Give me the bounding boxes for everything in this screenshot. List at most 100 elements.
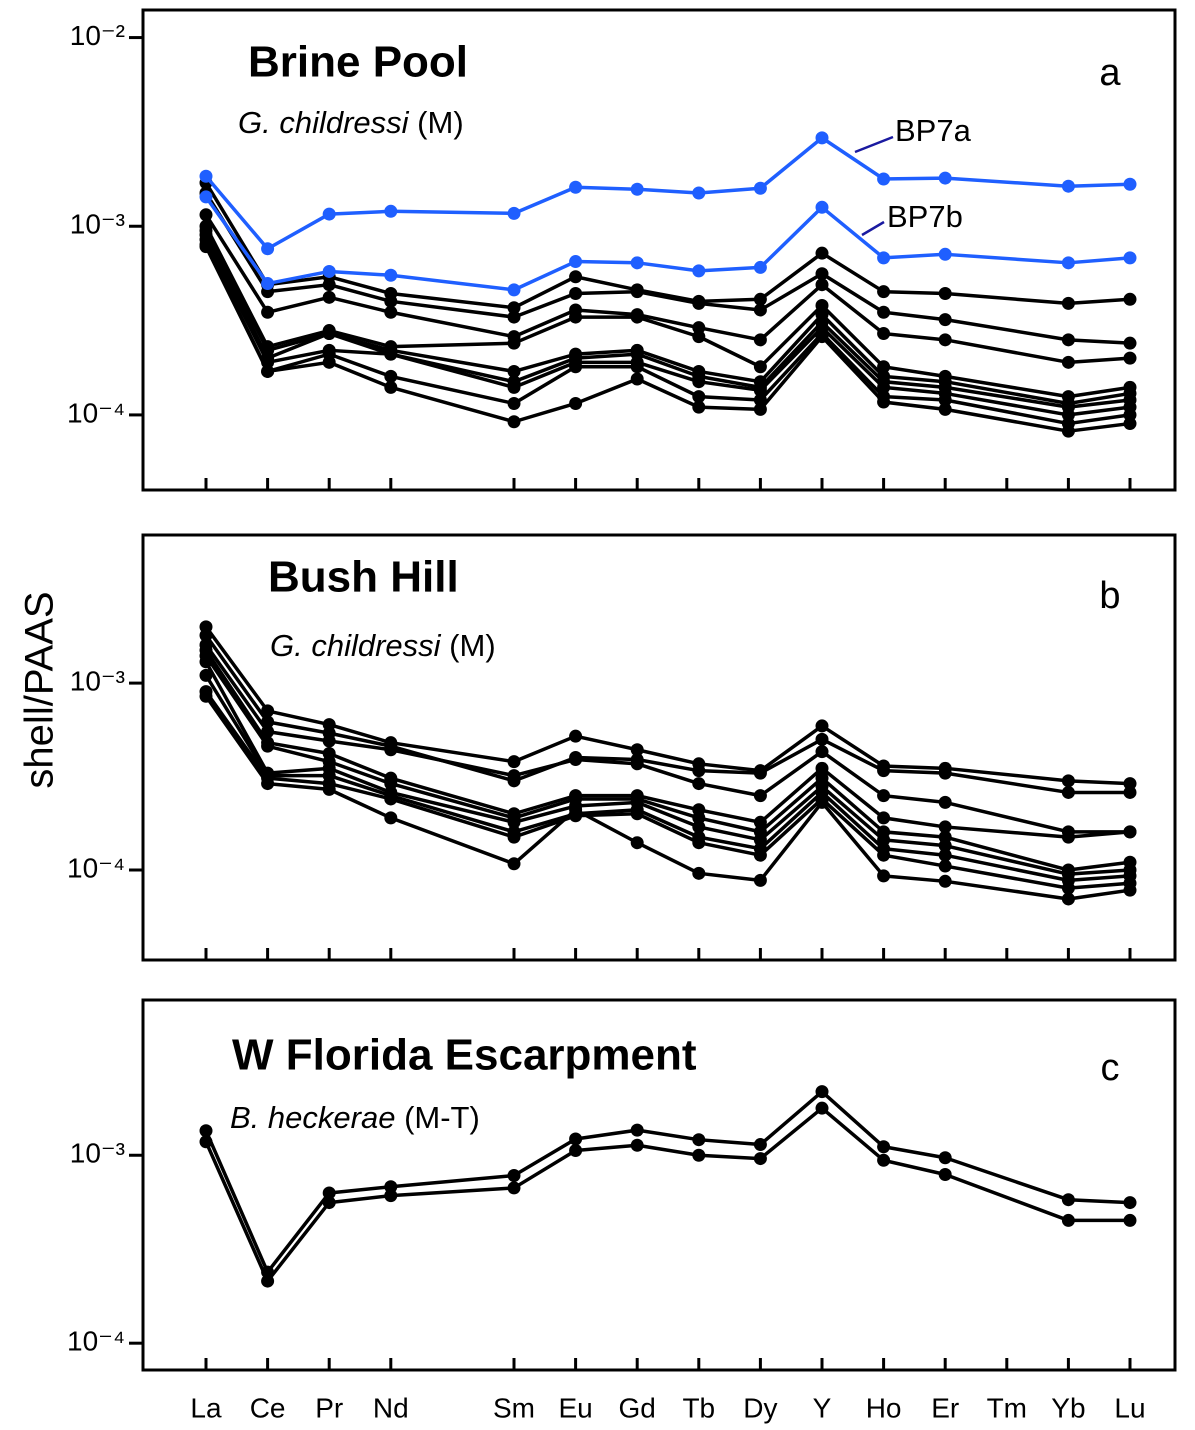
data-point: [938, 393, 952, 407]
data-point: [507, 415, 521, 429]
data-point: [507, 857, 521, 871]
data-point: [753, 1138, 767, 1152]
panel-subtitle: G. childressi (M): [270, 628, 496, 663]
data-point: [322, 1186, 336, 1200]
data-point: [877, 251, 891, 265]
species: B. heckerae: [230, 1100, 395, 1135]
data-point: [630, 1123, 644, 1137]
data-point: [815, 719, 829, 733]
x-tick-label: Lu: [1114, 1392, 1145, 1423]
data-point: [630, 310, 644, 324]
data-point: [1061, 424, 1075, 438]
data-point: [507, 396, 521, 410]
data-point: [261, 364, 275, 378]
data-point: [199, 655, 213, 669]
data-point: [1123, 825, 1137, 839]
data-point: [877, 285, 891, 299]
y-tick-label: 10⁻³: [70, 209, 125, 240]
panel-label: b: [1099, 575, 1120, 617]
data-point: [569, 729, 583, 743]
data-point: [630, 256, 644, 270]
data-point: [322, 355, 336, 369]
data-point: [692, 1133, 706, 1147]
data-point: [815, 299, 829, 313]
data-point: [815, 131, 829, 145]
data-point: [507, 206, 521, 220]
data-point: [384, 811, 398, 825]
data-point: [938, 1167, 952, 1181]
series-line: [204, 243, 1131, 426]
panel-subtitle: B. heckerae (M-T): [230, 1100, 480, 1135]
data-point: [877, 360, 891, 374]
data-point: [815, 330, 829, 344]
data-point: [1123, 292, 1137, 306]
data-point: [938, 874, 952, 888]
data-point: [199, 628, 213, 642]
series-line: [204, 625, 1131, 786]
y-tick-label: 10⁻³: [70, 1138, 125, 1169]
panel-subtitle: G. childressi (M): [238, 105, 464, 140]
data-point: [569, 803, 583, 817]
data-point: [322, 327, 336, 341]
data-point: [384, 347, 398, 361]
plot-frame: [141, 533, 1177, 962]
series-line: [204, 213, 1131, 365]
data-point: [938, 839, 952, 853]
data-point: [877, 1140, 891, 1154]
data-point: [877, 789, 891, 803]
data-point: [569, 287, 583, 301]
x-tick-label: Y: [813, 1392, 832, 1423]
data-point: [384, 792, 398, 806]
data-point: [322, 1196, 336, 1210]
data-point: [384, 294, 398, 308]
data-point: [569, 360, 583, 374]
data-point: [630, 360, 644, 374]
data-point: [569, 1132, 583, 1146]
data-point: [815, 278, 829, 292]
data-point: [877, 327, 891, 341]
data-point: [815, 200, 829, 214]
data-point: [692, 400, 706, 414]
data-point: [384, 204, 398, 218]
plot-frame: [141, 998, 1177, 1372]
x-tick-label: Yb: [1051, 1392, 1085, 1423]
data-point: [507, 815, 521, 829]
series-label: BP7a: [895, 113, 972, 148]
x-tick-label: La: [190, 1392, 222, 1423]
series-line: [204, 245, 1131, 433]
series-line: [204, 674, 1131, 883]
data-point: [692, 330, 706, 344]
data-point: [938, 859, 952, 873]
plot-frame: [141, 8, 1177, 492]
data-point: [692, 1148, 706, 1162]
data-point: [692, 777, 706, 791]
data-point: [1061, 830, 1075, 844]
data-point: [261, 277, 275, 291]
series-line: [204, 634, 1130, 795]
panel-label: a: [1099, 52, 1121, 94]
data-point: [630, 757, 644, 771]
data-point: [507, 755, 521, 769]
series-label: BP7b: [887, 199, 963, 234]
data-point: [507, 830, 521, 844]
data-point: [753, 766, 767, 780]
data-point: [507, 769, 521, 783]
data-point: [938, 247, 952, 261]
data-point: [1123, 177, 1137, 191]
y-tick-label: 10⁻⁴: [67, 1326, 125, 1357]
data-point: [1061, 1193, 1075, 1207]
x-tick-label: Dy: [743, 1392, 777, 1423]
series-line: [204, 192, 1131, 345]
data-point: [1123, 785, 1137, 799]
data-point: [569, 255, 583, 269]
y-tick-label: 10⁻³: [70, 665, 125, 696]
species: G. childressi: [270, 628, 442, 663]
data-point: [815, 761, 829, 775]
data-point: [877, 764, 891, 778]
data-point: [261, 777, 275, 791]
note: (M): [417, 105, 463, 140]
data-point: [322, 734, 336, 748]
series-line: [204, 136, 1131, 251]
data-point: [507, 336, 521, 350]
